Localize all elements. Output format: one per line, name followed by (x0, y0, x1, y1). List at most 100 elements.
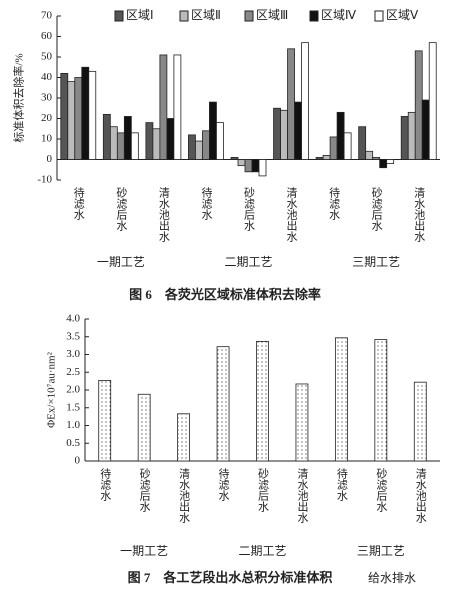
bar (251, 159, 260, 173)
y-tick-label: -10 (37, 174, 52, 186)
x-tick-label: 待滤水 (72, 186, 85, 220)
x-tick-label: 砂滤后水 (257, 468, 270, 512)
bar (258, 159, 267, 177)
chart-title: 图 7 各工艺段出水总积分标准体积 (128, 570, 333, 585)
legend-label: 区域Ⅰ (126, 8, 154, 22)
y-tick-label: 60 (41, 30, 53, 42)
bar (358, 126, 367, 160)
group-label: 二期工艺 (224, 255, 272, 269)
y-tick-label: 2.5 (66, 366, 80, 378)
bar (414, 50, 423, 160)
bar (237, 159, 246, 167)
bar (88, 70, 97, 160)
legend-label: 区域Ⅲ (256, 8, 288, 22)
bar (315, 157, 324, 160)
bar (74, 77, 83, 160)
bar (166, 118, 175, 160)
y-axis-label: 标准体积去除率/% (12, 53, 26, 142)
bar (329, 136, 338, 160)
y-tick-label: 0 (75, 455, 81, 467)
group-label: 二期工艺 (238, 544, 286, 558)
bar (109, 126, 118, 160)
x-tick-label: 待滤水 (217, 467, 230, 501)
x-tick-label: 待滤水 (335, 467, 348, 501)
bar (173, 54, 182, 160)
x-tick-label: 清水池出水 (178, 468, 191, 523)
legend-label: 区域Ⅴ (386, 8, 419, 22)
group-label: 三期工艺 (352, 255, 400, 269)
legend-swatch (244, 10, 254, 22)
group-label: 三期工艺 (357, 544, 405, 558)
legend-swatch (309, 10, 319, 22)
bar (413, 381, 427, 462)
bar (256, 340, 269, 462)
bar (400, 116, 409, 160)
y-tick-label: 70 (41, 10, 53, 22)
bar (216, 346, 230, 462)
group-label: 一期工艺 (120, 544, 168, 558)
bar (421, 99, 430, 160)
legend-swatch (179, 10, 189, 22)
y-tick-label: 2.0 (66, 384, 80, 396)
bar (343, 132, 352, 160)
watermark: 给水排水 (368, 571, 416, 585)
bar (336, 111, 345, 160)
bar (295, 383, 309, 462)
bar (195, 140, 203, 160)
bar (130, 132, 139, 160)
y-tick-label: 3.0 (66, 348, 80, 360)
bar (244, 159, 253, 173)
bar (216, 122, 224, 160)
bar (177, 413, 191, 462)
bar (152, 128, 161, 160)
bar (209, 101, 217, 160)
y-tick-label: 50 (41, 51, 53, 63)
x-tick-label: 砂滤后水 (243, 187, 256, 231)
x-tick-label: 清水池出水 (296, 468, 309, 523)
bar (102, 114, 111, 160)
bar (188, 134, 196, 160)
x-tick-label: 待滤水 (200, 186, 213, 220)
bar (273, 107, 281, 160)
x-tick-label: 清水池出水 (285, 187, 298, 242)
bar (230, 157, 239, 160)
y-tick-label: 1.0 (66, 419, 80, 431)
legend-label: 区域Ⅱ (191, 8, 221, 22)
bar (322, 154, 331, 160)
bar (334, 337, 348, 462)
legend-swatch (374, 10, 384, 22)
y-axis-label: ΦEx/×10⁷au·nm² (46, 351, 58, 427)
x-tick-label: 待滤水 (328, 186, 341, 220)
legend-label: 区域Ⅳ (321, 8, 356, 22)
x-tick-label: 砂滤后水 (138, 468, 151, 512)
bar (159, 54, 168, 160)
bar (374, 339, 388, 462)
bar (145, 122, 154, 160)
x-tick-label: 清水池出水 (413, 187, 426, 242)
x-tick-label: 砂滤后水 (375, 468, 388, 512)
y-tick-label: 0 (47, 153, 53, 165)
bar (365, 150, 374, 160)
bar (301, 42, 309, 160)
bar (116, 132, 125, 160)
group-label: 一期工艺 (97, 255, 145, 269)
bar (280, 109, 288, 160)
bar (287, 48, 295, 160)
bar (372, 157, 381, 160)
bar (123, 116, 132, 160)
x-tick-label: 砂滤后水 (370, 187, 383, 231)
bar (379, 159, 388, 169)
y-tick-label: 3.5 (66, 330, 80, 342)
y-tick-label: 40 (41, 71, 53, 83)
bar (386, 159, 395, 164)
x-tick-label: 清水池出水 (157, 187, 170, 242)
bar (137, 393, 151, 462)
bar (428, 42, 437, 160)
chart-title: 图 6 各荧光区域标准体积去除率 (129, 287, 321, 302)
bar (407, 111, 416, 160)
bar (202, 130, 210, 160)
x-tick-label: 清水池出水 (414, 468, 427, 523)
legend-swatch (114, 10, 124, 22)
y-tick-label: 10 (41, 133, 53, 145)
